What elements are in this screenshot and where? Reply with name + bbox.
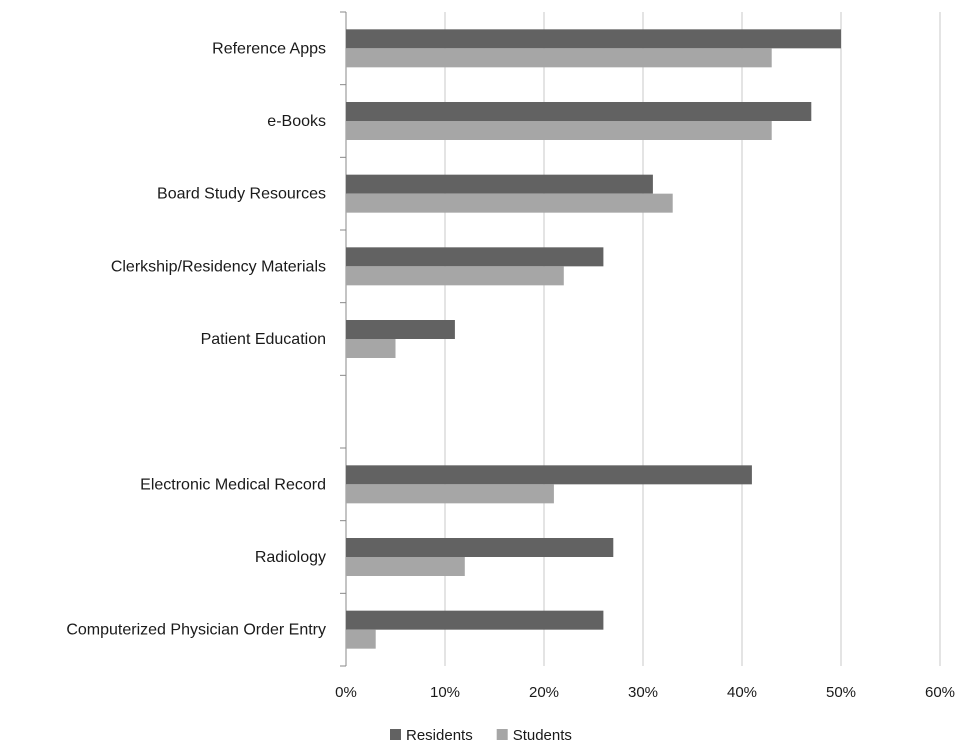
bar-students (346, 121, 772, 140)
axes (340, 11, 347, 667)
category-label: Clerkship/Residency Materials (111, 258, 326, 275)
category-label: Patient Education (201, 331, 326, 348)
x-tick-label: 0% (335, 684, 357, 701)
bar-students (346, 629, 376, 649)
x-tick-label: 10% (430, 684, 460, 701)
x-tick-label: 50% (826, 684, 856, 701)
bar-residents (346, 538, 614, 557)
bar-students (346, 193, 673, 213)
bar-students (346, 48, 772, 68)
bar-residents (346, 247, 604, 267)
x-tick-label: 40% (727, 684, 757, 701)
category-label: Electronic Medical Record (140, 476, 326, 493)
legend-swatch (496, 729, 508, 740)
bar-residents (346, 174, 653, 194)
category-labels: Reference Apps e-Books Board Study Resourc… (66, 40, 326, 638)
legend-swatch (390, 729, 401, 740)
category-label: Computerized Physician Order Entry (66, 622, 326, 639)
bar-residents (346, 465, 752, 485)
x-tick-label: 60% (925, 684, 955, 701)
legend-label: Students (513, 727, 572, 744)
category-label: Board Study Resources (157, 186, 326, 203)
bar-residents (346, 29, 841, 49)
x-tick-label: 20% (529, 684, 559, 701)
bar-residents (346, 102, 812, 121)
category-label: Radiology (255, 549, 326, 566)
category-label: e-Books (267, 113, 326, 130)
bar-residents (346, 610, 604, 630)
bar-students (346, 339, 396, 358)
legend: Residents Students (390, 727, 572, 744)
category-label: Reference Apps (212, 40, 326, 57)
bar-students (346, 266, 564, 286)
bars (346, 29, 841, 649)
bar-residents (346, 320, 455, 339)
bar-students (346, 484, 554, 504)
bar-students (346, 557, 465, 576)
x-tick-labels: 0% 10% 20% 30% 40% 50% 60% (335, 684, 955, 701)
legend-label: Residents (406, 727, 473, 744)
x-tick-label: 30% (628, 684, 658, 701)
